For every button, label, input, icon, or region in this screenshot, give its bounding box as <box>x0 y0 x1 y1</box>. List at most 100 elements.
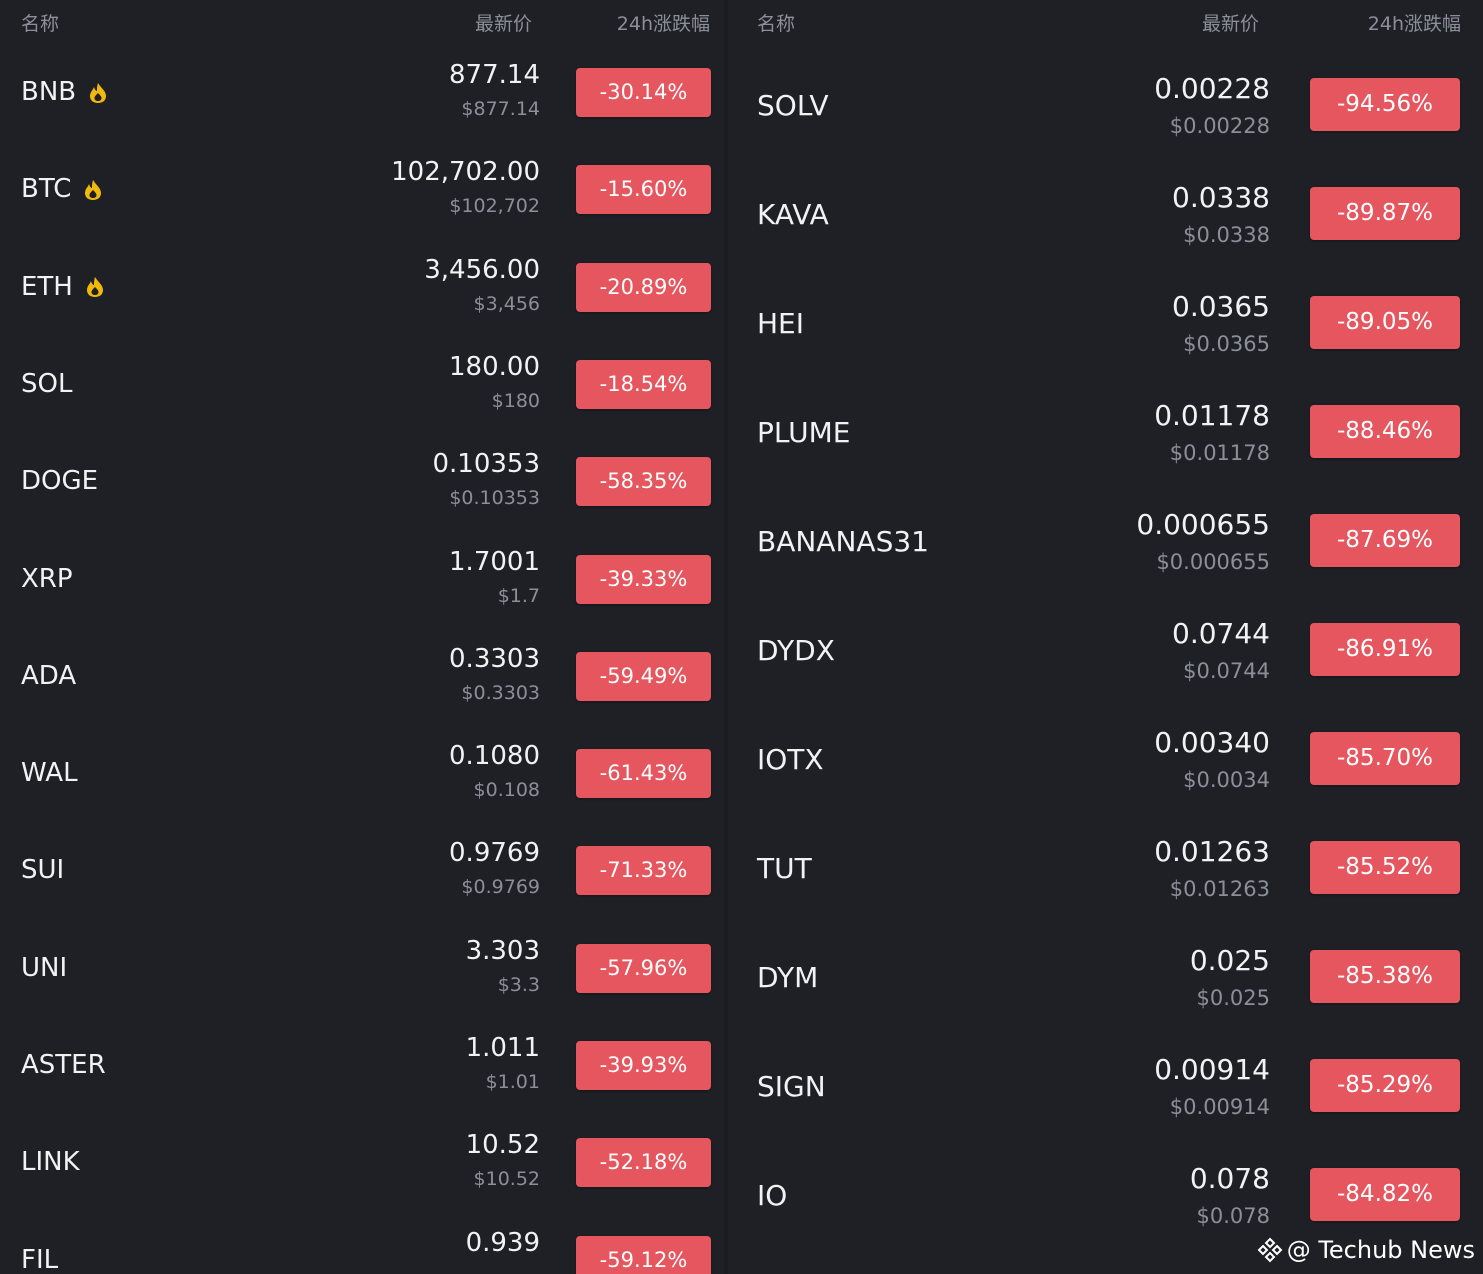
change-badge[interactable]: -87.69% <box>1310 514 1460 567</box>
change-badge[interactable]: -85.29% <box>1310 1059 1460 1112</box>
usd-price: $10.52 <box>473 1168 540 1191</box>
usd-price: $0.000655 <box>1156 550 1270 574</box>
market-row[interactable]: ADA 0.3303 $0.3303 -59.49% <box>0 630 724 727</box>
change-badge[interactable]: -61.43% <box>576 749 711 799</box>
last-price: 0.00914 <box>1154 1053 1270 1086</box>
left-list-header: 名称 最新价 24h涨跌幅 <box>0 0 724 44</box>
change-badge[interactable]: -85.38% <box>1310 950 1460 1003</box>
usd-price: $3,456 <box>473 292 540 315</box>
last-price: 0.1080 <box>449 741 540 772</box>
last-price: 10.52 <box>465 1130 540 1161</box>
change-badge[interactable]: -71.33% <box>576 846 711 896</box>
usd-price: $877.14 <box>461 98 540 120</box>
change-badge[interactable]: -58.35% <box>576 457 711 507</box>
market-row[interactable]: KAVA 0.0338 $0.0338 -89.87% <box>728 161 1483 270</box>
market-row[interactable]: TUT 0.01263 $0.01263 -85.52% <box>728 815 1483 924</box>
market-row[interactable]: IOTX 0.00340 $0.0034 -85.70% <box>728 706 1483 815</box>
change-badge[interactable]: -15.60% <box>576 165 711 215</box>
usd-price: $102,702 <box>449 195 540 218</box>
last-price: 1.011 <box>465 1033 540 1063</box>
usd-price: $1.01 <box>485 1071 540 1093</box>
usd-price: $0.078 <box>1196 1204 1270 1228</box>
last-price: 0.0744 <box>1172 617 1270 650</box>
market-row[interactable]: DYM 0.025 $0.025 -85.38% <box>728 924 1483 1033</box>
change-badge[interactable]: -89.87% <box>1310 187 1460 240</box>
usd-price: $0.025 <box>1196 986 1270 1010</box>
change-badge[interactable]: -88.46% <box>1310 405 1460 458</box>
fire-icon <box>85 179 102 200</box>
usd-price: $1.7 <box>497 584 540 607</box>
last-price: 0.10353 <box>432 449 540 480</box>
coin-symbol: FIL <box>21 1244 59 1274</box>
last-price: 3.303 <box>465 935 540 966</box>
last-price: 3,456.00 <box>424 254 540 285</box>
change-badge[interactable]: -94.56% <box>1310 78 1460 131</box>
change-badge[interactable]: -39.33% <box>576 554 711 604</box>
change-badge[interactable]: -57.96% <box>576 943 711 993</box>
usd-price: $3.3 <box>497 973 540 996</box>
change-badge[interactable]: -39.93% <box>576 1041 711 1090</box>
change-badge[interactable]: -86.91% <box>1310 623 1460 676</box>
usd-price: $0.01178 <box>1169 441 1270 465</box>
market-row[interactable]: XRP 1.7001 $1.7 -39.33% <box>0 533 724 630</box>
fire-icon <box>86 277 103 298</box>
market-row[interactable]: SIGN 0.00914 $0.00914 -85.29% <box>728 1033 1483 1142</box>
header-price[interactable]: 最新价 <box>474 13 532 35</box>
coin-symbol: IO <box>757 1179 788 1212</box>
header-price[interactable]: 最新价 <box>1201 13 1259 35</box>
market-row[interactable]: FIL 0.939 -59.12% <box>0 1214 724 1274</box>
market-row[interactable]: IO 0.078 $0.078 -84.82% <box>728 1142 1483 1251</box>
coin-symbol: UNI <box>21 952 68 983</box>
coin-symbol: IOTX <box>757 743 824 776</box>
market-row[interactable]: ASTER 1.011 $1.01 -39.93% <box>0 1019 724 1116</box>
change-badge[interactable]: -20.89% <box>576 262 711 312</box>
market-row[interactable]: BANANAS31 0.000655 $0.000655 -87.69% <box>728 488 1483 597</box>
market-row[interactable]: SOLV 0.00228 $0.00228 -94.56% <box>728 52 1483 161</box>
left-market-list: 名称 最新价 24h涨跌幅 BNB 877.14 $877.14 -30.14% BTC… <box>0 0 724 1274</box>
change-badge[interactable]: -52.18% <box>576 1138 711 1188</box>
market-row[interactable]: HEI 0.0365 $0.0365 -89.05% <box>728 270 1483 379</box>
last-price: 0.078 <box>1189 1162 1270 1195</box>
market-row[interactable]: WAL 0.1080 $0.108 -61.43% <box>0 727 724 824</box>
techub-logo-icon <box>1257 1237 1283 1263</box>
market-row[interactable]: DYDX 0.0744 $0.0744 -86.91% <box>728 597 1483 706</box>
market-row[interactable]: UNI 3.303 $3.3 -57.96% <box>0 922 724 1019</box>
coin-symbol: ASTER <box>21 1050 106 1080</box>
header-change[interactable]: 24h涨跌幅 <box>1367 13 1461 35</box>
watermark-text: @ Techub News <box>1286 1236 1475 1264</box>
coin-symbol: HEI <box>757 307 805 340</box>
usd-price: $0.0034 <box>1183 768 1270 792</box>
market-row[interactable]: BTC 102,702.00 $102,702 -15.60% <box>0 143 724 240</box>
usd-price: $0.9769 <box>461 876 540 899</box>
coin-symbol: DYDX <box>757 634 835 667</box>
usd-price: $0.10353 <box>449 487 540 510</box>
market-row[interactable]: ETH 3,456.00 $3,456 -20.89% <box>0 241 724 338</box>
header-name[interactable]: 名称 <box>21 13 60 35</box>
change-badge[interactable]: -59.49% <box>576 651 711 701</box>
panel-divider <box>724 0 728 1274</box>
coin-symbol: SIGN <box>757 1070 826 1103</box>
usd-price: $0.01263 <box>1169 877 1270 901</box>
last-price: 0.3303 <box>449 643 540 674</box>
last-price: 1.7001 <box>449 546 540 577</box>
coin-symbol: SUI <box>21 855 65 886</box>
change-badge[interactable]: -85.70% <box>1310 732 1460 785</box>
change-badge[interactable]: -18.54% <box>576 359 711 409</box>
market-row[interactable]: LINK 10.52 $10.52 -52.18% <box>0 1116 724 1213</box>
change-badge[interactable]: -30.14% <box>576 68 711 117</box>
market-row[interactable]: SOL 180.00 $180 -18.54% <box>0 338 724 435</box>
market-row[interactable]: SUI 0.9769 $0.9769 -71.33% <box>0 824 724 921</box>
change-badge[interactable]: -89.05% <box>1310 296 1460 349</box>
change-badge[interactable]: -84.82% <box>1310 1168 1460 1221</box>
header-name[interactable]: 名称 <box>757 13 796 35</box>
market-row[interactable]: BNB 877.14 $877.14 -30.14% <box>0 46 724 143</box>
coin-symbol: BTC <box>21 174 103 204</box>
change-badge[interactable]: -59.12% <box>576 1235 711 1274</box>
coin-symbol: LINK <box>21 1147 80 1178</box>
market-row[interactable]: PLUME 0.01178 $0.01178 -88.46% <box>728 379 1483 488</box>
market-row[interactable]: DOGE 0.10353 $0.10353 -58.35% <box>0 435 724 532</box>
change-badge[interactable]: -85.52% <box>1310 841 1460 894</box>
last-price: 0.0365 <box>1172 290 1270 323</box>
header-change[interactable]: 24h涨跌幅 <box>616 13 710 35</box>
last-price: 0.00340 <box>1154 726 1270 759</box>
